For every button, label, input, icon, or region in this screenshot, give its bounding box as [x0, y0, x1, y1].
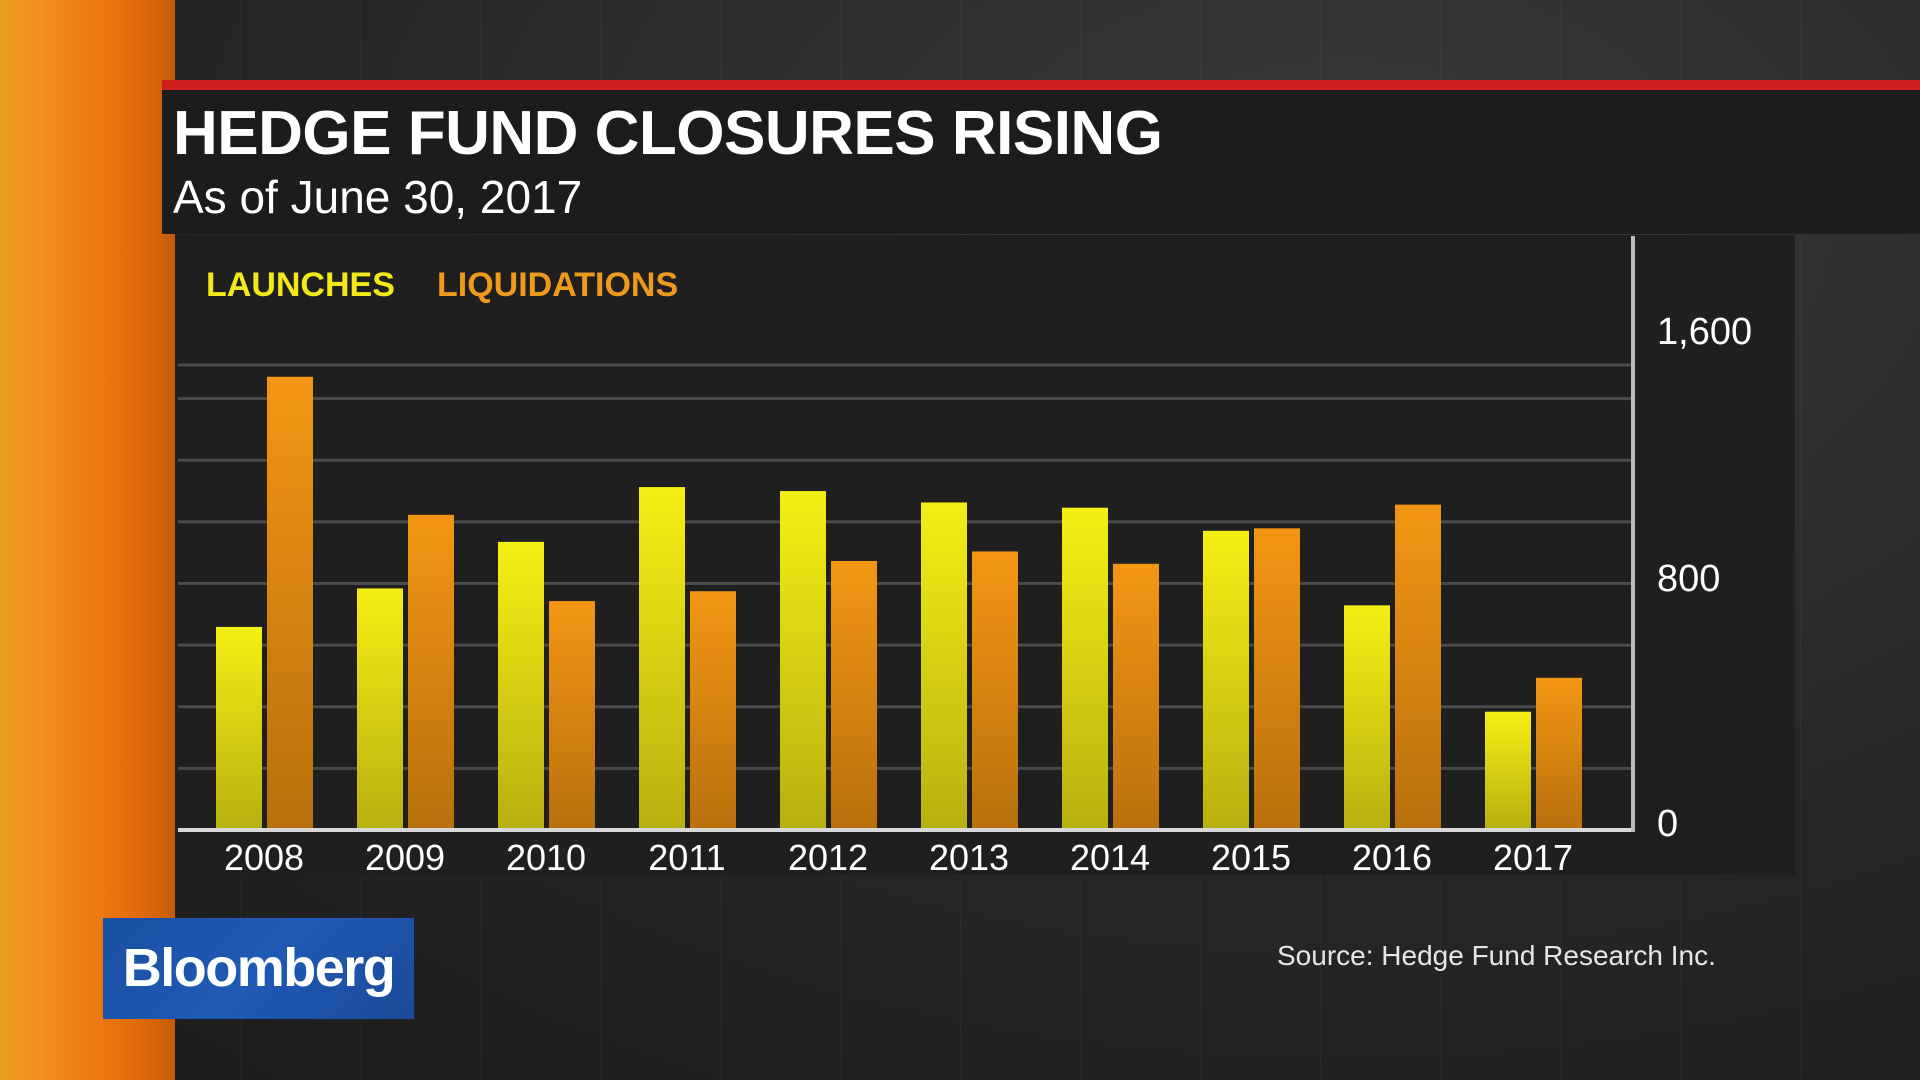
y-tick-label: 800: [1657, 558, 1720, 600]
legend-launches: LAUNCHES: [206, 266, 395, 304]
x-tick-label: 2016: [1352, 837, 1432, 878]
x-tick-label: 2011: [648, 837, 725, 878]
bar-liquidations-2008: [267, 376, 313, 830]
bar-launches-2011: [639, 487, 685, 830]
y-tick-label: 1,600: [1657, 311, 1752, 353]
bar-liquidations-2012: [831, 561, 877, 830]
chart-subtitle: As of June 30, 2017: [173, 171, 583, 223]
x-tick-label: 2013: [929, 837, 1009, 878]
bar-launches-2013: [921, 502, 967, 830]
x-tick-label: 2010: [506, 837, 586, 878]
bar-launches-2015: [1203, 530, 1249, 830]
x-tick-label: 2009: [365, 837, 445, 878]
x-tick-label: 2014: [1070, 837, 1150, 878]
logo-text: Bloomberg: [122, 938, 396, 998]
bar-liquidations-2009: [408, 514, 454, 830]
bar-liquidations-2014: [1113, 563, 1159, 830]
chart-title: HEDGE FUND CLOSURES RISING: [173, 99, 1163, 168]
header-accent-rule: [162, 80, 1920, 90]
bar-launches-2014: [1062, 507, 1108, 830]
bar-liquidations-2011: [690, 591, 736, 830]
x-tick-label: 2012: [788, 837, 868, 878]
bar-launches-2017: [1485, 711, 1531, 830]
bar-liquidations-2017: [1536, 677, 1582, 830]
bar-liquidations-2015: [1254, 528, 1300, 830]
bloomberg-logo: Bloomberg: [103, 918, 414, 1019]
bar-liquidations-2010: [549, 601, 595, 830]
bar-launches-2012: [780, 491, 826, 830]
x-tick-label: 2017: [1493, 837, 1573, 878]
x-tick-label: 2015: [1211, 837, 1291, 878]
legend-liquidations: LIQUIDATIONS: [437, 266, 678, 304]
bar-launches-2010: [498, 541, 544, 830]
source-note: Source: Hedge Fund Research Inc.: [1277, 940, 1716, 971]
bar-launches-2016: [1344, 605, 1390, 830]
bar-liquidations-2013: [972, 551, 1018, 830]
orange-side-band: [0, 0, 175, 1080]
x-tick-label: 2008: [224, 837, 304, 878]
bar-liquidations-2016: [1395, 504, 1441, 830]
bar-launches-2008: [216, 626, 262, 830]
bar-launches-2009: [357, 588, 403, 830]
header-bar: [162, 82, 1920, 234]
y-tick-label: 0: [1657, 803, 1678, 845]
